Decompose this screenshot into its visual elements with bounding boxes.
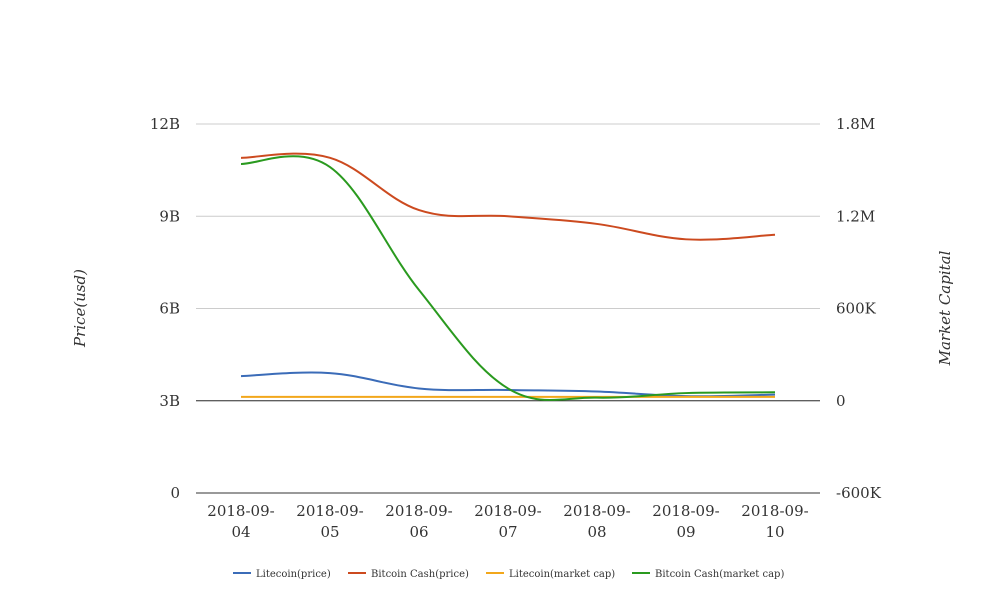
- x-tick-label: 2018-09- 09: [652, 502, 719, 541]
- left-tick-label: 6B: [159, 300, 180, 318]
- x-tick-label: 2018-09- 07: [474, 502, 541, 541]
- x-axis-ticks: 2018-09- 04 2018-09- 05 2018-09- 06 2018-09- 07…: [207, 502, 808, 541]
- x-tick-label: 2018-09- 04: [207, 502, 274, 541]
- legend-item: Litecoin(market cap): [486, 569, 615, 580]
- right-tick-label: 1.2M: [836, 207, 875, 225]
- x-tick-label-line: 08: [587, 523, 606, 541]
- left-tick-label: 9B: [159, 207, 180, 225]
- x-tick-label-line: 05: [320, 523, 339, 541]
- legend-label: Bitcoin Cash(price): [371, 569, 469, 580]
- series-line-bitcoin-cash-market-cap: [240, 155, 776, 402]
- x-tick-label: 2018-09- 10: [741, 502, 808, 541]
- legend-item: Bitcoin Cash(market cap): [632, 569, 784, 580]
- left-tick-label: 12B: [150, 115, 180, 133]
- legend-label: Litecoin(market cap): [509, 569, 615, 580]
- x-tick-label-line: 2018-09-: [207, 502, 274, 520]
- series-lines: [240, 152, 776, 402]
- x-tick-label-line: 2018-09-: [385, 502, 452, 520]
- right-axis-ticks: -600K 0 600K 1.2M 1.8M: [836, 115, 882, 502]
- legend-label: Litecoin(price): [256, 569, 331, 580]
- x-tick-label-line: 06: [409, 523, 428, 541]
- left-tick-label: 3B: [159, 392, 180, 410]
- legend: Litecoin(price) Bitcoin Cash(price) Liteco…: [233, 569, 784, 580]
- x-tick-label-line: 2018-09-: [563, 502, 630, 520]
- right-tick-label: 1.8M: [836, 115, 875, 133]
- x-tick-label-line: 2018-09-: [652, 502, 719, 520]
- legend-item: Litecoin(price): [233, 569, 331, 580]
- x-tick-label-line: 09: [676, 523, 695, 541]
- x-tick-label: 2018-09- 06: [385, 502, 452, 541]
- x-tick-label-line: 04: [231, 523, 250, 541]
- right-tick-label: 0: [836, 392, 846, 410]
- left-axis-title: Price(usd): [71, 269, 89, 348]
- legend-label: Bitcoin Cash(market cap): [655, 569, 784, 580]
- x-tick-label-line: 2018-09-: [474, 502, 541, 520]
- right-tick-label: -600K: [836, 484, 882, 502]
- legend-item: Bitcoin Cash(price): [348, 569, 469, 580]
- left-axis-ticks: 0 3B 6B 9B 12B: [150, 115, 180, 502]
- x-tick-label-line: 2018-09-: [741, 502, 808, 520]
- series-line-bitcoin-cash-price: [240, 152, 776, 241]
- x-tick-label-line: 10: [765, 523, 784, 541]
- x-tick-label-line: 2018-09-: [296, 502, 363, 520]
- grid-lines: [196, 123, 820, 494]
- x-tick-label-line: 07: [498, 523, 517, 541]
- right-tick-label: 600K: [836, 300, 877, 318]
- x-tick-label: 2018-09- 08: [563, 502, 630, 541]
- right-axis-title: Market Capital: [936, 250, 954, 366]
- left-tick-label: 0: [170, 484, 180, 502]
- x-tick-label: 2018-09- 05: [296, 502, 363, 541]
